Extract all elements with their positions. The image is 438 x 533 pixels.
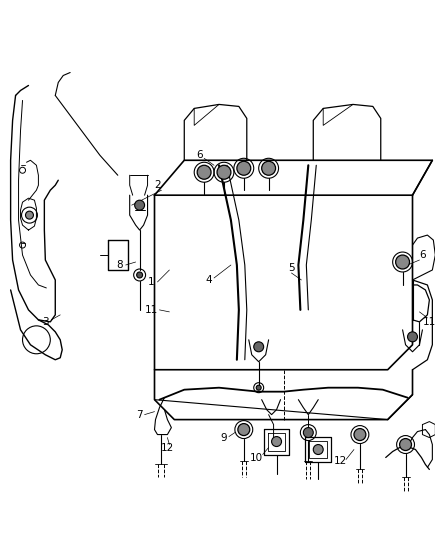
- Text: 8: 8: [117, 260, 123, 270]
- Text: 4: 4: [206, 275, 212, 285]
- Text: 12: 12: [333, 456, 347, 466]
- Circle shape: [137, 272, 143, 278]
- Circle shape: [304, 427, 313, 438]
- Text: 9: 9: [221, 433, 227, 442]
- Text: 1: 1: [148, 277, 155, 287]
- Circle shape: [217, 165, 231, 179]
- Text: 6: 6: [196, 150, 202, 160]
- Text: 2: 2: [154, 180, 161, 190]
- Circle shape: [272, 437, 282, 447]
- Circle shape: [396, 255, 410, 269]
- Circle shape: [197, 165, 211, 179]
- Circle shape: [25, 211, 33, 219]
- Circle shape: [134, 200, 145, 210]
- Circle shape: [261, 161, 276, 175]
- Text: 3: 3: [42, 317, 49, 327]
- Circle shape: [237, 161, 251, 175]
- Text: 11: 11: [145, 305, 158, 315]
- Circle shape: [354, 429, 366, 441]
- Text: 11: 11: [423, 317, 436, 327]
- Text: 5: 5: [288, 263, 295, 273]
- Circle shape: [407, 332, 417, 342]
- Text: 7: 7: [136, 410, 143, 419]
- Circle shape: [313, 445, 323, 455]
- Text: 6: 6: [419, 250, 426, 260]
- Text: 12: 12: [161, 442, 174, 453]
- Circle shape: [256, 385, 261, 390]
- Circle shape: [399, 439, 412, 450]
- Circle shape: [238, 424, 250, 435]
- Text: 10: 10: [250, 453, 263, 463]
- Circle shape: [254, 342, 264, 352]
